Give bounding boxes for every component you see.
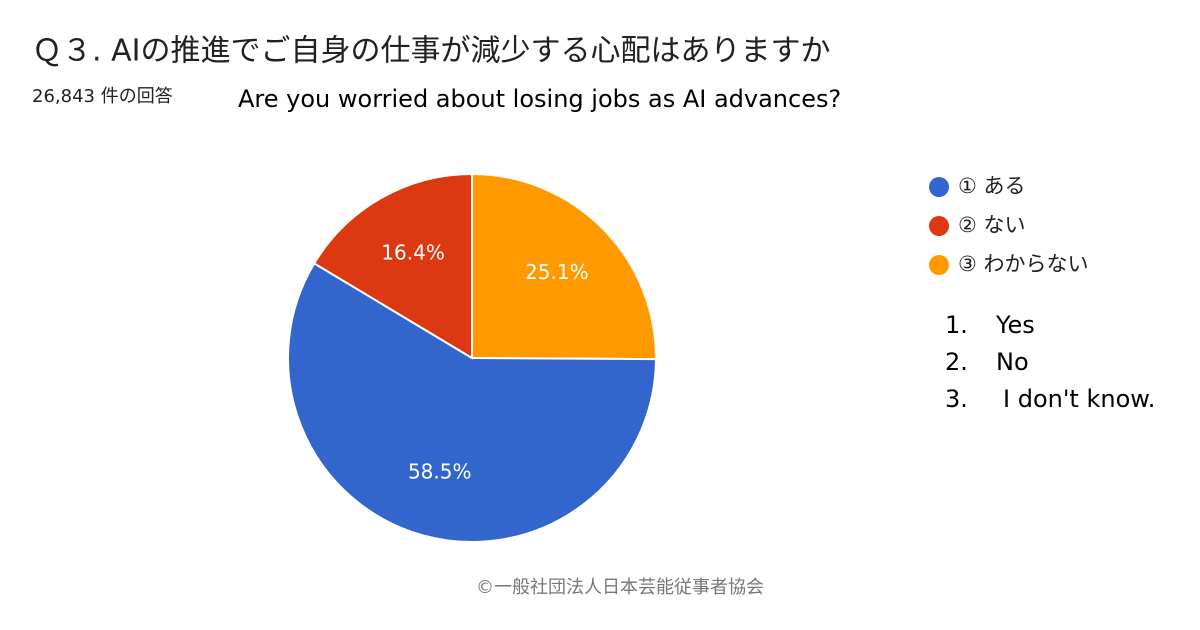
footer: ©一般社団法人日本芸能従事者協会: [476, 577, 764, 598]
english-legend-number: 1.: [945, 311, 968, 339]
chart-subtitle: 26,843 件の回答: [32, 86, 173, 107]
legend-swatch: [929, 216, 949, 236]
chart-title: Ｑ３. AIの推進でご自身の仕事が減少する心配はありますか: [32, 34, 830, 69]
english-subtitle: Are you worried about losing jobs as AI …: [238, 85, 841, 113]
slice-label: 58.5%: [408, 460, 472, 484]
legend-swatch: [929, 255, 949, 275]
english-legend-text: Yes: [995, 311, 1035, 339]
english-legend-number: 2.: [945, 348, 968, 376]
slice-label: 25.1%: [525, 260, 589, 284]
english-legend-number: 3.: [945, 385, 968, 413]
pie-slice: [312, 172, 473, 360]
legend-label: ① ある: [958, 174, 1026, 198]
slice-label: 16.4%: [381, 240, 445, 264]
legend-swatch: [929, 177, 949, 197]
english-legend-text: I don't know.: [1003, 385, 1155, 413]
pie-slice: [471, 172, 657, 361]
english-legend-text: No: [996, 348, 1029, 376]
legend-label: ③ わからない: [958, 252, 1089, 276]
pie-slice: [287, 261, 658, 543]
legend-label: ② ない: [958, 213, 1026, 237]
